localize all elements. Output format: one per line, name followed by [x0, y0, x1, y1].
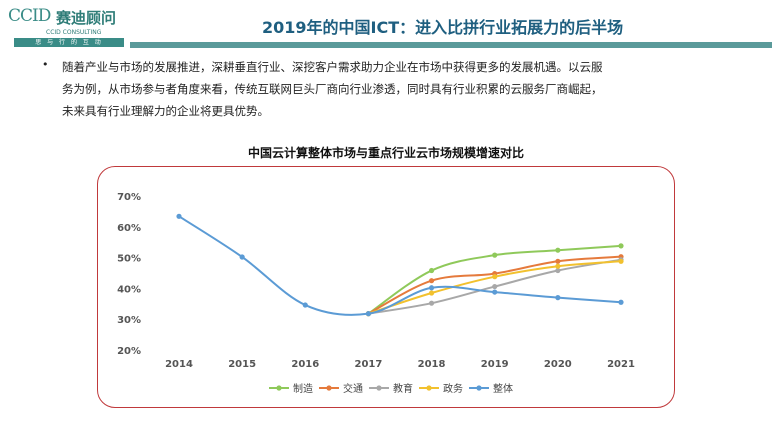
series-制造: [365, 243, 624, 317]
data-point: [618, 258, 624, 264]
data-point: [428, 278, 435, 284]
series-line: [178, 215, 622, 316]
slide-header: CCID 赛迪顾问 CCID CONSULTING 思 与 行 的 互 动 20…: [0, 0, 772, 52]
legend-swatch-marker: [376, 385, 382, 391]
legend-item: 整体: [469, 382, 513, 395]
data-point: [302, 302, 308, 308]
data-point: [492, 283, 498, 290]
legend-label: 交通: [343, 382, 363, 395]
data-point: [555, 258, 561, 264]
x-tick-label: 2021: [607, 359, 635, 370]
data-point: [555, 263, 561, 269]
data-point: [176, 213, 182, 219]
data-point: [555, 247, 561, 253]
legend-label: 整体: [493, 382, 513, 395]
page-title: 2019年的中国ICT：进入比拼行业拓展力的后半场: [262, 18, 624, 37]
x-tick-label: 2014: [165, 359, 193, 370]
data-point: [365, 311, 372, 317]
legend-item: 教育: [369, 382, 413, 395]
x-tick-label: 2015: [228, 359, 256, 370]
data-point: [618, 299, 624, 305]
data-point: [428, 285, 435, 291]
legend-item: 政务: [419, 382, 463, 395]
logo-chinese-name: 赛迪顾问: [56, 9, 117, 27]
x-tick-label: 2016: [291, 359, 319, 370]
bullet-line: 务为例，从市场参与者角度来看，传统互联网巨头厂商向行业渗透，同时具有行业积累的云…: [62, 82, 603, 96]
y-tick-label: 50%: [117, 254, 141, 265]
x-tick-label: 2020: [544, 359, 572, 370]
bullet-line: 未来具有行业理解力的企业将更具优势。: [62, 104, 269, 118]
legend-swatch-marker: [276, 385, 282, 391]
data-point: [428, 267, 435, 274]
x-tick-label: 2018: [418, 359, 446, 370]
logo-tagline: 思 与 行 的 互 动: [14, 38, 124, 47]
data-point: [492, 289, 498, 295]
data-point: [492, 274, 498, 280]
legend-item: 交通: [319, 382, 363, 395]
y-tick-label: 60%: [117, 223, 141, 234]
data-point: [239, 254, 245, 260]
legend-label: 教育: [393, 382, 413, 395]
legend-swatch-marker: [326, 385, 332, 391]
y-tick-label: 30%: [117, 315, 141, 326]
legend-swatch-marker: [426, 385, 432, 391]
ccid-logo: CCID 赛迪顾问 CCID CONSULTING 思 与 行 的 互 动: [8, 6, 128, 50]
y-tick-label: 20%: [117, 346, 141, 357]
x-tick-label: 2017: [355, 359, 383, 370]
data-point: [428, 300, 435, 306]
legend-label: 制造: [293, 382, 313, 395]
series-整体: [176, 213, 624, 317]
legend-swatch-marker: [476, 385, 482, 391]
legend-item: 制造: [269, 382, 313, 395]
x-tick-label: 2019: [481, 359, 509, 370]
bullet-paragraph: 随着产业与市场的发展推进，深耕垂直行业、深挖客户需求助力企业在市场中获得更多的发…: [62, 56, 702, 122]
chart-frame: [97, 166, 675, 408]
header-divider: [130, 42, 772, 48]
bullet-icon: •: [42, 58, 49, 71]
y-tick-label: 70%: [117, 192, 141, 203]
legend-label: 政务: [443, 382, 463, 395]
data-point: [492, 252, 498, 258]
logo-mark: CCID: [8, 6, 51, 26]
chart-title: 中国云计算整体市场与重点行业云市场规模增速对比: [247, 146, 524, 160]
data-point: [428, 290, 435, 296]
line-chart: 20% 30% 40% 50% 60% 70% 2014 2015 2016 2017 2018 20…: [117, 192, 635, 395]
data-point: [555, 267, 561, 274]
bullet-line: 随着产业与市场的发展推进，深耕垂直行业、深挖客户需求助力企业在市场中获得更多的发…: [62, 60, 603, 74]
logo-english-name: CCID CONSULTING: [46, 29, 102, 36]
data-point: [618, 243, 624, 249]
y-tick-label: 40%: [117, 284, 141, 295]
data-point: [555, 295, 561, 301]
series-教育: [365, 257, 624, 317]
